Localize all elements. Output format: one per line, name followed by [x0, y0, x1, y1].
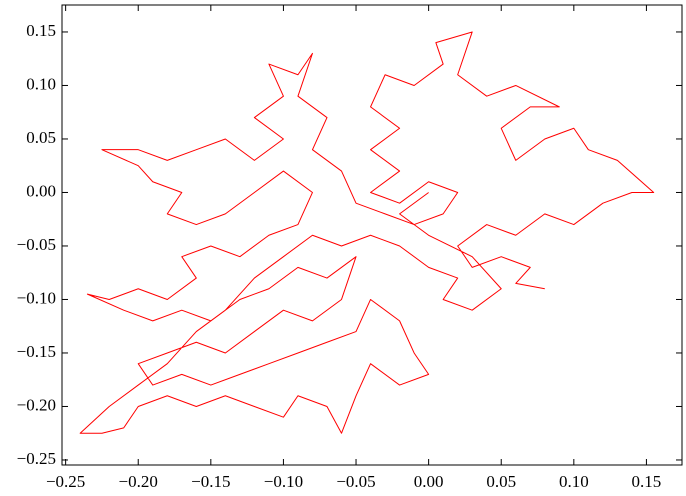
x-tick-label: −0.25 [46, 472, 85, 491]
y-tick-label: −0.20 [17, 395, 56, 414]
x-tick-label: 0.05 [486, 472, 516, 491]
y-tick-label: −0.10 [17, 288, 56, 307]
x-tick-label: −0.05 [336, 472, 375, 491]
walk-line [79, 31, 655, 434]
x-tick-label: −0.15 [191, 472, 230, 491]
x-tick-label: −0.10 [264, 472, 303, 491]
x-tick-label: 0.00 [414, 472, 444, 491]
x-tick-label: 0.15 [632, 472, 662, 491]
x-tick-label: 0.10 [559, 472, 589, 491]
y-tick-label: 0.15 [26, 21, 56, 40]
x-tick-label: −0.20 [119, 472, 158, 491]
y-tick-label: −0.05 [17, 235, 56, 254]
plot-frame [61, 4, 683, 466]
y-tick-label: −0.15 [17, 342, 56, 361]
y-tick-label: 0.05 [26, 128, 56, 147]
y-tick-label: 0.00 [26, 181, 56, 200]
y-tick-label: −0.25 [17, 449, 56, 468]
y-tick-label: 0.10 [26, 74, 56, 93]
